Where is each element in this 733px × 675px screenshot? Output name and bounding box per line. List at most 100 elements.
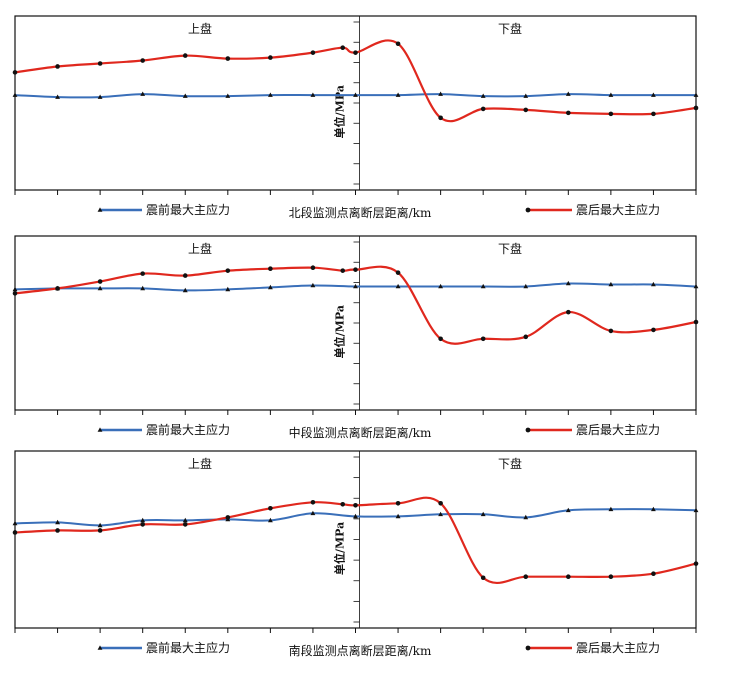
series-after-point xyxy=(182,273,188,278)
legend-after-label: 震后最大主应力 xyxy=(576,422,660,437)
series-after-point xyxy=(140,58,145,63)
footwall-label: 下盘 xyxy=(498,21,522,36)
x-axis-label: 南段监测点离断层距离/km xyxy=(289,643,432,658)
legend-after-label: 震后最大主应力 xyxy=(576,640,660,655)
series-after-point xyxy=(12,530,18,535)
series-after-point xyxy=(310,499,316,505)
y-axis-label: 单位/MPa xyxy=(333,522,347,575)
x-axis-label: 中段监测点离断层距离/km xyxy=(289,425,432,440)
series-before-point xyxy=(693,283,699,289)
series-before-point xyxy=(140,285,146,291)
series-before-point xyxy=(353,513,358,519)
series-after-point xyxy=(566,110,571,116)
series-after-point xyxy=(55,64,60,69)
series-after-point xyxy=(523,107,529,113)
series-after-point xyxy=(55,528,60,533)
legend-after-marker xyxy=(525,207,531,213)
series-before-point xyxy=(608,506,614,512)
series-after-point xyxy=(566,574,571,580)
series-after-point xyxy=(438,115,443,121)
series-after-point xyxy=(225,56,231,61)
series-before-point xyxy=(523,514,529,520)
legend-after-label: 震后最大主应力 xyxy=(576,202,660,217)
series-after-point xyxy=(608,328,614,334)
series-after-point xyxy=(395,41,401,47)
y-axis-label: 单位/MPa xyxy=(333,305,347,358)
series-after-point xyxy=(651,327,656,333)
series-before-point xyxy=(608,92,614,97)
legend-before-label: 震前最大主应力 xyxy=(146,422,230,437)
series-before-point xyxy=(651,92,656,97)
series-before-point xyxy=(608,281,614,287)
series-after-point xyxy=(651,111,656,117)
series-before-point xyxy=(310,282,316,288)
series-after-point xyxy=(225,268,231,273)
series-after-point xyxy=(340,45,346,50)
series-before-point xyxy=(310,510,316,516)
series-after-point xyxy=(438,500,443,506)
series-before-point xyxy=(182,517,188,523)
series-after-point xyxy=(480,336,486,342)
hanging-wall-label: 上盘 xyxy=(188,21,212,36)
series-after-point xyxy=(310,50,316,55)
series-before-point xyxy=(480,283,486,289)
series-after-point xyxy=(693,319,699,325)
hanging-wall-label: 上盘 xyxy=(188,456,212,471)
series-before-point xyxy=(55,519,60,525)
footwall-label: 下盘 xyxy=(498,456,522,471)
series-after-point xyxy=(97,279,103,284)
series-after-point xyxy=(353,267,358,272)
series-after-point xyxy=(480,106,486,112)
series-after-point xyxy=(353,502,358,508)
series-before-point xyxy=(182,93,188,98)
series-after-point xyxy=(97,528,103,533)
series-after-point xyxy=(523,334,529,340)
series-before-point xyxy=(395,92,401,97)
series-after-point xyxy=(225,515,231,520)
series-before-point xyxy=(523,283,529,289)
legend-before-marker xyxy=(97,645,103,650)
series-before-point xyxy=(438,511,443,517)
series-before-point xyxy=(480,93,486,98)
series-after-point xyxy=(651,571,656,577)
series-after-point xyxy=(353,50,358,55)
series-before-point xyxy=(353,92,358,97)
series-before-point xyxy=(140,517,146,523)
series-before-point xyxy=(97,285,103,291)
series-after-point xyxy=(480,575,486,581)
series-before-point xyxy=(97,94,103,99)
series-before-point xyxy=(12,92,18,97)
series-before-point xyxy=(12,286,18,292)
series-before-point xyxy=(268,92,273,97)
series-after-point xyxy=(140,271,145,276)
series-before-point xyxy=(225,286,231,292)
series-before-point xyxy=(310,92,316,97)
series-before-point xyxy=(480,511,486,517)
series-after-point xyxy=(55,286,60,291)
legend-before-label: 震前最大主应力 xyxy=(146,202,230,217)
series-before-point xyxy=(225,93,231,98)
series-after-point xyxy=(12,291,18,296)
series-before-point xyxy=(565,507,571,513)
series-after-point xyxy=(182,53,188,58)
series-after-line xyxy=(14,496,697,584)
series-after-point xyxy=(693,561,699,566)
series-before-point xyxy=(565,280,571,286)
series-before-point xyxy=(55,94,60,99)
footwall-label: 下盘 xyxy=(498,241,522,256)
legend-after-marker xyxy=(525,645,531,651)
series-before-point xyxy=(651,506,656,512)
series-after-point xyxy=(566,309,571,315)
series-before-point xyxy=(693,92,699,97)
series-after-point xyxy=(438,336,443,342)
series-after-line xyxy=(14,265,697,345)
series-before-point xyxy=(268,517,273,523)
series-before-point xyxy=(651,281,656,287)
series-before-point xyxy=(438,91,443,96)
series-after-point xyxy=(97,61,103,66)
series-after-point xyxy=(268,266,273,271)
series-after-point xyxy=(310,265,316,271)
series-after-point xyxy=(340,501,346,507)
